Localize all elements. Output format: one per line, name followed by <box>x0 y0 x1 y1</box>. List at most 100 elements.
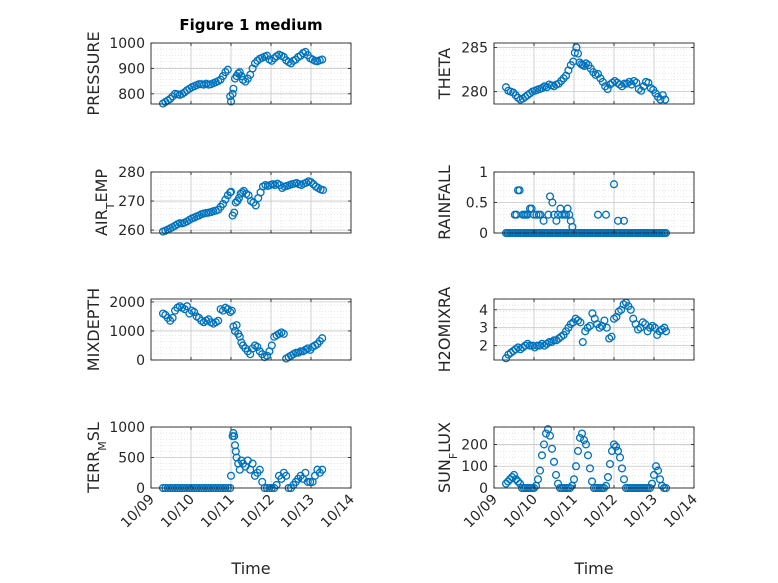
data-point <box>614 307 623 316</box>
data-point <box>182 302 192 311</box>
data-point <box>578 338 587 347</box>
data-point <box>607 332 616 341</box>
data-point <box>229 84 238 93</box>
y-tick-label: 800 <box>118 87 145 103</box>
y-tick-label: 0 <box>479 481 488 497</box>
data-point <box>291 348 300 357</box>
data-point <box>549 336 559 345</box>
data-point <box>547 338 556 347</box>
data-point <box>226 92 235 101</box>
data-point <box>513 477 523 486</box>
data-point <box>657 325 667 334</box>
data-point <box>535 466 545 475</box>
data-point <box>581 440 591 449</box>
subplot-2: 280 285 THETA <box>435 40 695 105</box>
series-markers <box>158 47 327 108</box>
data-point <box>251 201 260 210</box>
data-point <box>262 351 272 360</box>
data-point <box>306 477 315 486</box>
data-point <box>619 300 628 309</box>
data-point <box>267 56 276 65</box>
y-tick-label: 1000 <box>109 420 145 436</box>
y-tick-label: 1 <box>479 165 488 181</box>
data-point <box>656 95 665 104</box>
data-point <box>226 97 236 106</box>
data-point <box>515 186 524 195</box>
y-tick-label: 0.5 <box>466 196 488 212</box>
x-tick-label: 10/12 <box>238 492 278 532</box>
axes-box <box>493 426 695 489</box>
data-point <box>282 471 291 480</box>
data-point <box>253 342 262 351</box>
series-markers <box>158 302 327 363</box>
data-point <box>539 440 549 449</box>
y-axis-label: H2OMIXRA <box>435 287 454 373</box>
y-tick-label: 2000 <box>109 295 145 311</box>
data-point <box>553 479 563 488</box>
data-point <box>557 332 566 341</box>
data-point <box>537 339 547 348</box>
subplot-5: 0 1000 2000 MIXDEPTH <box>84 288 352 371</box>
data-point <box>649 470 659 479</box>
data-point <box>548 198 557 207</box>
x-axis-label-right: Time <box>573 559 613 578</box>
x-axis-label-left: Time <box>230 559 270 578</box>
data-point <box>648 321 657 330</box>
data-point <box>544 210 553 219</box>
x-tick-label: 10/10 <box>158 492 198 532</box>
y-tick-label: 3 <box>479 321 488 337</box>
y-tick-label: 0 <box>136 481 145 497</box>
subplot-4: 0 0.5 1 RAINFALL <box>435 165 695 242</box>
y-axis-label: MIXDEPTH <box>84 288 103 371</box>
data-point <box>221 68 230 77</box>
data-point <box>296 347 305 356</box>
data-point <box>511 475 521 484</box>
data-point <box>617 464 627 473</box>
y-axis-label: SUNFLUX <box>435 422 460 493</box>
y-tick-label: 1000 <box>109 36 145 52</box>
data-point <box>549 457 559 466</box>
data-point <box>633 325 643 334</box>
data-point <box>166 94 175 103</box>
data-point <box>603 84 612 94</box>
data-point <box>583 451 593 460</box>
data-point <box>573 49 583 58</box>
data-point <box>575 433 585 442</box>
data-point <box>286 59 296 68</box>
data-point <box>593 210 603 219</box>
data-point <box>530 343 539 352</box>
data-point <box>541 429 551 438</box>
data-point <box>523 339 532 348</box>
data-point <box>248 459 257 468</box>
data-point <box>593 69 603 78</box>
data-point <box>226 471 236 480</box>
y-axis-label: THETA <box>435 48 454 100</box>
x-tick-label: 10/09 <box>118 492 158 532</box>
data-point <box>605 334 614 343</box>
data-point <box>318 55 327 64</box>
y-tick-label: 0 <box>136 353 145 369</box>
y-tick-label: 280 <box>461 85 488 101</box>
subplot-1: 800 900 1000 PRESSURE <box>84 31 352 116</box>
axes-box <box>150 171 352 234</box>
x-tick-label: 10/11 <box>541 492 581 532</box>
data-point <box>168 313 177 322</box>
data-point <box>651 462 661 471</box>
data-point <box>658 91 667 100</box>
data-point <box>223 65 232 74</box>
data-point <box>547 444 557 453</box>
data-point <box>228 89 237 98</box>
data-point <box>645 323 655 332</box>
data-point <box>318 334 327 343</box>
data-point <box>605 459 615 469</box>
data-point <box>598 77 607 86</box>
y-axis-label: RAINFALL <box>435 165 454 240</box>
data-point <box>551 470 561 479</box>
data-point <box>576 318 585 327</box>
data-point <box>542 339 551 348</box>
axes-box <box>150 298 352 361</box>
data-point <box>533 475 543 484</box>
y-tick-label: 280 <box>118 165 145 181</box>
y-tick-label: 4 <box>479 303 488 319</box>
x-tick-label: 10/14 <box>661 491 701 531</box>
